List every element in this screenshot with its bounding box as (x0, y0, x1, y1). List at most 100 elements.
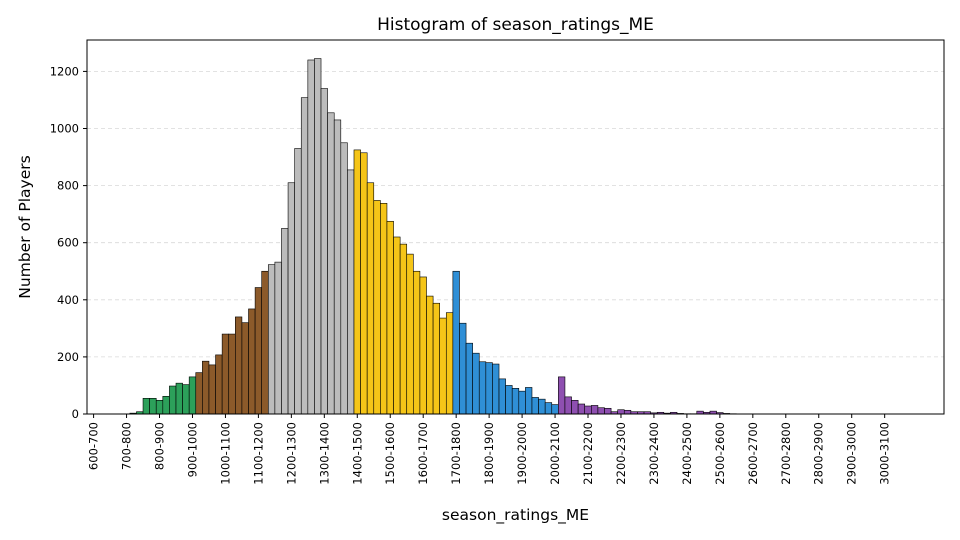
histogram-bar (558, 376, 566, 415)
histogram-bar (472, 352, 480, 415)
histogram-bar (333, 119, 342, 415)
histogram-bar (353, 149, 361, 415)
histogram-bar (380, 203, 388, 415)
histogram-bar (413, 270, 421, 415)
histogram-bar (221, 333, 230, 415)
x-tick-label: 1900-2000 (515, 422, 529, 485)
histogram-bar (182, 384, 190, 415)
histogram-bar (584, 405, 592, 415)
histogram-bar (208, 364, 216, 415)
histogram-bar (320, 88, 328, 415)
y-tick-label: 400 (57, 293, 79, 307)
x-tick-label: 1800-1900 (482, 422, 496, 485)
histogram-bar (142, 397, 150, 415)
histogram-bar (175, 382, 183, 415)
histogram-bar (281, 228, 289, 415)
x-tick-label: 2500-2600 (713, 422, 727, 485)
histogram-bar (525, 387, 533, 415)
histogram-bar (241, 322, 249, 415)
histogram-bar (327, 112, 335, 415)
histogram-bar (261, 270, 269, 415)
histogram-bar (511, 388, 520, 415)
histogram-bar (300, 97, 309, 415)
histogram-bar (228, 333, 236, 415)
x-tick-label: 2100-2200 (581, 422, 595, 485)
histogram-bar (551, 404, 559, 415)
x-tick-label: 1100-1200 (251, 422, 265, 485)
y-tick-label: 1200 (50, 64, 79, 78)
x-tick-label: 2800-2900 (812, 422, 826, 485)
y-axis: 0 200 400 600 800 1000 1200 (50, 64, 87, 421)
histogram-bar (406, 253, 414, 415)
x-tick-label: 2700-2800 (779, 422, 793, 485)
x-axis-title: season_ratings_ME (442, 506, 589, 525)
histogram-bar (373, 200, 381, 415)
plot-frame (86, 39, 945, 415)
histogram-bar (485, 362, 493, 415)
histogram-bar (623, 409, 632, 415)
x-tick-label: 2900-3000 (845, 422, 859, 485)
histogram-bar (274, 261, 282, 415)
histogram-bar (452, 270, 460, 415)
histogram-bar (492, 363, 500, 415)
histogram-bar (564, 396, 572, 415)
histogram-bar (386, 220, 394, 415)
histogram-bar (597, 407, 605, 415)
x-tick-label: 2600-2700 (746, 422, 760, 485)
histogram-bar (439, 317, 447, 415)
x-tick-label: 2000-2100 (548, 422, 562, 485)
histogram-bar (195, 372, 203, 415)
histogram-bar (538, 398, 546, 415)
x-tick-label: 2300-2400 (647, 422, 661, 485)
histogram-bar (235, 316, 243, 415)
x-tick-label: 3000-3100 (878, 422, 892, 485)
x-tick-label: 1700-1800 (449, 422, 463, 485)
histogram-bar (459, 322, 467, 415)
x-tick-label: 2400-2500 (680, 422, 694, 485)
histogram-bar (360, 152, 368, 415)
histogram-bar (393, 236, 401, 415)
x-tick-label: 1000-1100 (218, 422, 232, 485)
histogram-bar (432, 302, 440, 415)
y-tick-label: 600 (57, 236, 79, 250)
x-axis: 600-700 700-800 800-900 900-1000 1000-1100 11… (87, 414, 892, 485)
histogram-bar (314, 58, 322, 415)
histogram-bar (215, 354, 223, 415)
histogram-bar (366, 182, 375, 415)
histogram-bar (445, 312, 454, 415)
histogram-bar (188, 376, 197, 415)
histogram-bar (340, 142, 348, 415)
histogram-bar (577, 403, 586, 415)
x-tick-label: 700-800 (120, 422, 134, 470)
y-tick-label: 0 (72, 407, 79, 421)
histogram-bar (202, 360, 210, 415)
x-tick-label: 1400-1500 (350, 422, 364, 485)
histogram-bar (287, 182, 295, 415)
y-axis-title: Number of Players (16, 155, 34, 298)
histogram-bar (591, 405, 599, 415)
histogram-bar (162, 395, 170, 415)
histogram-bar (419, 276, 427, 415)
x-tick-label: 1300-1400 (317, 422, 331, 485)
histogram-bar (531, 397, 539, 415)
histogram-bar (571, 399, 579, 415)
y-tick-label: 1000 (50, 122, 79, 136)
histogram-bar (544, 402, 553, 415)
histogram-bar (307, 59, 315, 415)
x-tick-label: 800-900 (153, 422, 167, 470)
histogram-bar (505, 385, 513, 415)
histogram-bar (248, 308, 256, 415)
x-tick-label: 600-700 (87, 422, 101, 470)
histogram-bars (129, 58, 737, 415)
x-tick-label: 2200-2300 (614, 422, 628, 485)
histogram-bar (155, 399, 164, 415)
histogram-bar (254, 287, 262, 415)
histogram-bar (399, 243, 408, 415)
histogram-bar (518, 390, 526, 415)
histogram-bar (347, 169, 355, 415)
x-tick-label: 1600-1700 (416, 422, 430, 485)
histogram-bar (169, 385, 177, 415)
x-tick-label: 1200-1300 (284, 422, 298, 485)
